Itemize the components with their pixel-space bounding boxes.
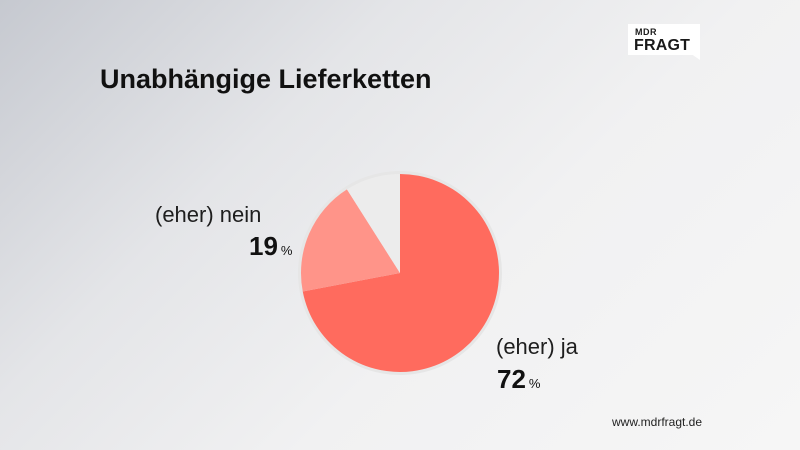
logo-bottom-text: FRAGT — [634, 37, 691, 54]
slice-value-ja-number: 72 — [497, 364, 526, 394]
slice-value-nein-unit: % — [280, 243, 293, 258]
slice-value-ja-unit: % — [528, 376, 541, 391]
pie-slice-nein — [300, 189, 400, 292]
slice-value-nein-number: 19 — [249, 231, 278, 261]
chart-title: Unabhängige Lieferketten — [100, 64, 432, 94]
mdr-fragt-logo: MDR FRAGT — [628, 24, 700, 60]
logo-top-text: MDR — [635, 27, 657, 37]
slice-value-ja: 72% — [497, 364, 540, 395]
slice-label-ja: (eher) ja — [496, 334, 578, 359]
pie-slice-rest — [346, 174, 400, 273]
footer-url: www.mdrfragt.de — [612, 415, 703, 429]
slice-value-nein: 19% — [249, 231, 292, 262]
slice-label-nein: (eher) nein — [155, 202, 262, 227]
pie-slice-ja — [302, 174, 499, 372]
